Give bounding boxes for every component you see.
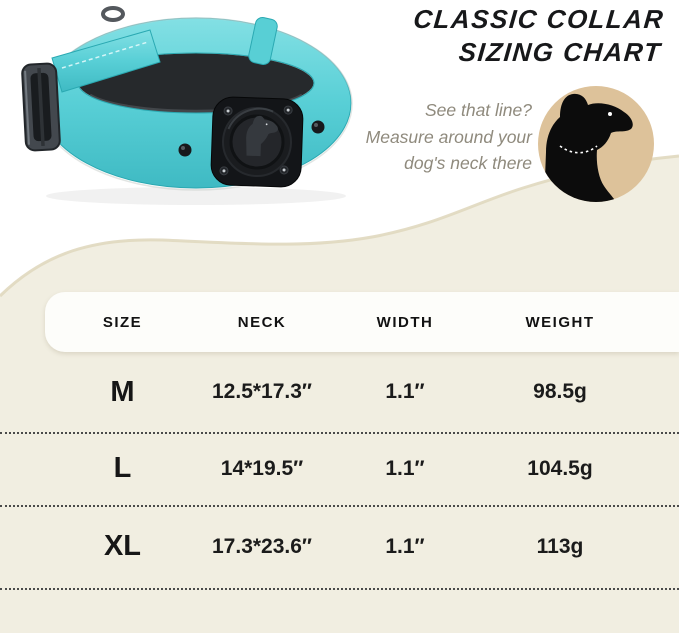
row-divider <box>0 432 679 434</box>
title-line-1: CLASSIC COLLAR <box>412 4 666 34</box>
cell-size: L <box>113 452 132 484</box>
cell-width: 1.1″ <box>385 380 425 403</box>
note-line-3: dog's neck there <box>404 153 532 173</box>
note-line-2: Measure around your <box>365 126 532 147</box>
cell-size: XL <box>103 530 142 562</box>
cell-neck: 12.5*17.3″ <box>212 380 312 403</box>
column-header-neck: NECK <box>237 313 287 331</box>
d-ring <box>101 6 125 22</box>
title-line-2: SIZING CHART <box>457 37 663 67</box>
collar-product-photo <box>21 6 353 205</box>
table-row-xl: XL 17.3*23.6″ 1.1″ 113g <box>0 505 679 588</box>
column-header-weight: WEIGHT <box>525 313 595 331</box>
table-header-row: SIZE NECK WIDTH WEIGHT <box>0 292 679 352</box>
page-title: CLASSIC COLLAR SIZING CHART <box>409 3 666 69</box>
cell-weight: 98.5g <box>533 380 587 403</box>
dog-eye <box>608 112 612 116</box>
sizing-table: SIZE NECK WIDTH WEIGHT M 12.5*17.3″ 1.1″… <box>0 292 679 588</box>
cell-weight: 113g <box>536 534 584 558</box>
keeper-loop <box>248 17 278 65</box>
cell-weight: 104.5g <box>527 456 593 480</box>
row-divider <box>0 505 679 507</box>
row-divider <box>0 588 679 590</box>
cell-width: 1.1″ <box>385 534 425 558</box>
rivet-right <box>311 120 325 134</box>
measuring-note: See that line? Measure around your dog's… <box>366 97 532 177</box>
cell-width: 1.1″ <box>385 456 425 480</box>
column-header-width: WIDTH <box>376 313 434 331</box>
table-row-l: L 14*19.5″ 1.1″ 104.5g <box>0 432 679 505</box>
table-row-m: M 12.5*17.3″ 1.1″ 98.5g <box>0 352 679 432</box>
rivet-left <box>178 143 192 157</box>
case-screws <box>219 105 293 176</box>
cell-neck: 14*19.5″ <box>220 456 304 480</box>
airtag-case <box>210 96 304 188</box>
note-line-1: See that line? <box>424 100 532 120</box>
cell-neck: 17.3*23.6″ <box>212 534 312 558</box>
dog-neck-measurement-illustration <box>538 86 654 202</box>
column-header-size: SIZE <box>102 313 143 331</box>
dog-silhouette-icon <box>544 93 633 202</box>
airtag-dog-engraving-icon <box>246 115 278 157</box>
collar-strap-end <box>51 29 161 93</box>
strap-stitching <box>61 41 149 69</box>
table-header-panel <box>45 292 679 352</box>
collar-buckle <box>21 62 61 152</box>
collar-shadow <box>46 187 346 205</box>
cell-size: M <box>110 375 135 408</box>
